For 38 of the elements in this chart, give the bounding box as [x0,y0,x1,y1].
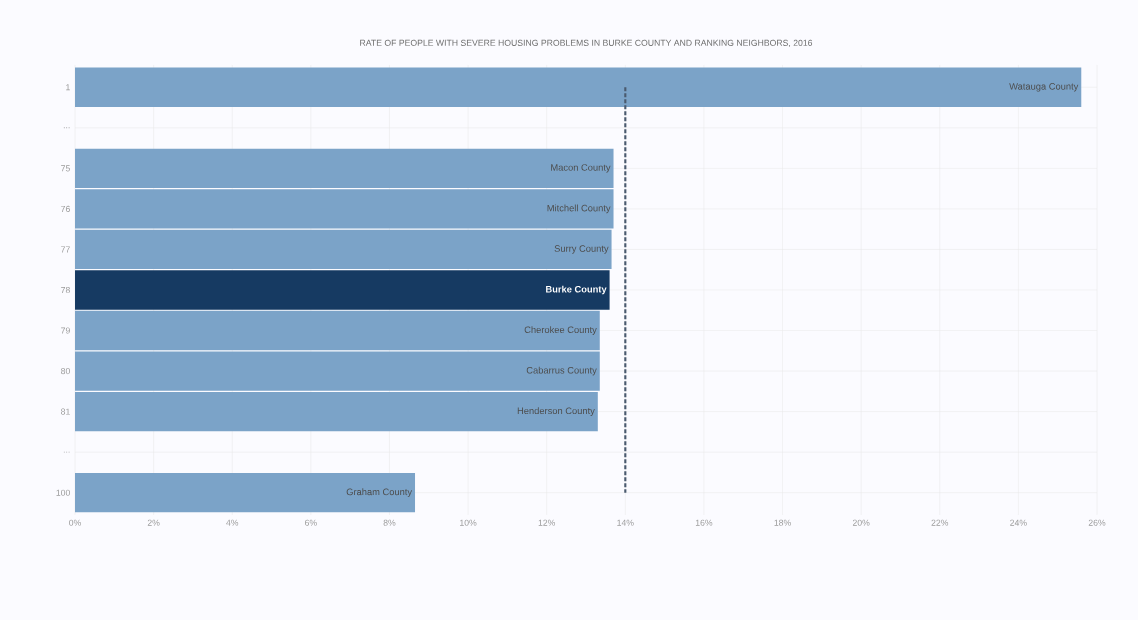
annotation: Macon County [551,164,611,173]
y-tick-label: 76 [61,205,70,212]
annotation: Mitchell County [547,204,611,214]
x-tick-label: 14% [617,519,634,526]
annotation: Burke County [546,285,607,295]
x-tick-label: 22% [931,519,949,526]
chart-title: RATE OF PEOPLE WITH SEVERE HOUSING PROBLEMS IN BURKE COUNTY AND RANKING NEIGHBORS, 2016 [360,39,813,47]
x-tick-label: 8% [383,519,396,526]
y-tick-label: 75 [61,165,70,172]
x-tick-label: 12% [538,519,556,526]
annotation: Watauga County [1009,83,1079,92]
y-tick-label: ... [63,451,70,453]
annotation: Henderson County [517,407,595,416]
annotation: Cabarrus County [526,366,597,376]
bar [75,67,1082,107]
x-tick-label: 2% [147,519,160,526]
annotation: Surry County [554,245,609,254]
x-tick-label: 24% [1010,519,1027,526]
bar [75,473,416,513]
y-tick-label: ... [63,127,70,129]
y-tick-label: 100 [56,489,70,496]
x-tick-label: 10% [460,519,477,526]
annotation: Cherokee County [524,326,597,335]
bar [75,270,610,310]
y-tick-label: 78 [61,286,70,294]
x-tick-label: 16% [695,519,713,526]
y-tick-label: 81 [61,408,70,415]
y-tick-label: 79 [61,327,70,334]
y-tick-label: 77 [61,246,70,253]
x-tick-label: 18% [774,519,791,526]
annotation: Graham County [346,488,413,498]
y-tick-label: 1 [66,84,70,91]
x-tick-label: 4% [226,519,239,526]
x-tick-label: 6% [305,519,317,526]
x-tick-label: 20% [852,519,870,526]
x-tick-label: 0% [69,519,81,526]
x-tick-label: 26% [1088,519,1106,526]
y-tick-label: 80 [61,368,70,375]
